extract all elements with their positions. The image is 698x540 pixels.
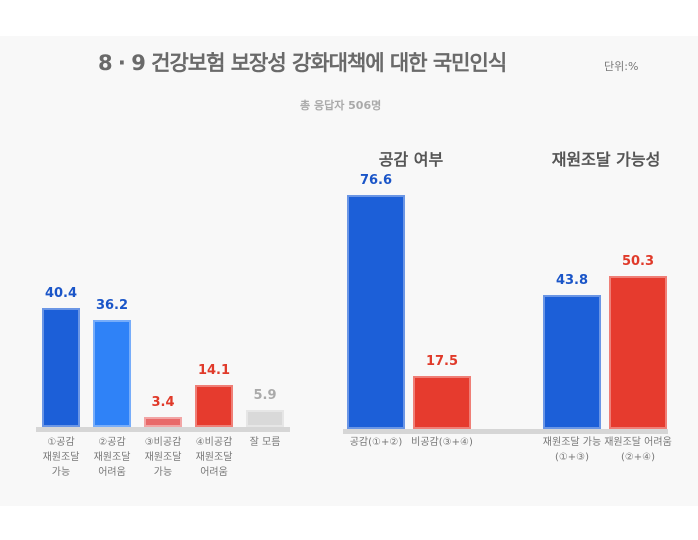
data-label: 50.3 bbox=[621, 253, 655, 269]
respondents-label: 총 응답자 506명 bbox=[300, 99, 382, 112]
bar bbox=[246, 409, 284, 427]
bar bbox=[413, 375, 471, 429]
bar bbox=[609, 275, 667, 429]
category-label: 재원조달 어려움 (②+④) bbox=[604, 437, 672, 463]
category-label: ④비공감 재원조달 어려움 bbox=[195, 437, 233, 478]
category-label: ②공감 재원조달 어려움 bbox=[93, 437, 131, 478]
category-label: ①공감 재원조달 가능 bbox=[42, 437, 80, 478]
bar bbox=[347, 195, 405, 429]
category-label: 재원조달 가능 (①+③) bbox=[542, 437, 602, 463]
bar bbox=[543, 295, 601, 429]
baseline-left bbox=[36, 427, 290, 432]
category-label: 비공감(③+④) bbox=[411, 437, 473, 448]
data-label: 36.2 bbox=[95, 298, 129, 314]
chart-title: 8 · 9 건강보험 보장성 강화대책에 대한 국민인식 bbox=[98, 51, 507, 75]
category-label: ③비공감 재원조달 가능 bbox=[144, 437, 182, 478]
bar bbox=[42, 307, 80, 427]
data-label: 43.8 bbox=[555, 273, 589, 289]
bar bbox=[144, 416, 182, 427]
category-label: 공감(①+②) bbox=[349, 437, 403, 448]
data-label: 76.6 bbox=[359, 173, 393, 189]
data-label: 5.9 bbox=[253, 387, 277, 403]
data-label: 17.5 bbox=[425, 353, 459, 369]
section-title-agreement: 공감 여부 bbox=[378, 150, 444, 169]
category-label: 잘 모름 bbox=[249, 437, 281, 448]
bar bbox=[93, 320, 131, 427]
bar bbox=[195, 385, 233, 427]
section-title-funding: 재원조달 가능성 bbox=[551, 150, 661, 169]
data-label: 3.4 bbox=[151, 394, 175, 410]
baseline-right bbox=[343, 429, 668, 434]
data-label: 40.4 bbox=[44, 285, 78, 301]
unit-label: 단위:% bbox=[604, 60, 639, 73]
data-label: 14.1 bbox=[197, 363, 231, 379]
